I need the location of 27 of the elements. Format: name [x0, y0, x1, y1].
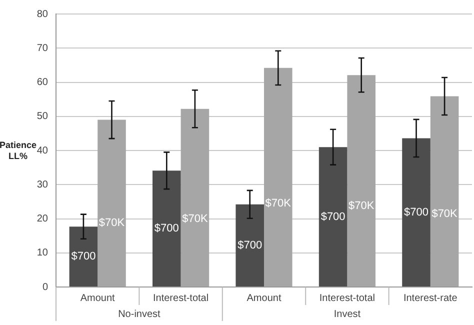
text: $700 — [154, 222, 179, 235]
y-axis-title: Patience LL% — [0, 140, 37, 161]
x-tick-label: Interest-rate — [403, 292, 458, 304]
y-tick-label: 80 — [36, 8, 48, 20]
series-label: $70K — [182, 213, 208, 226]
y-tick-label: 0 — [42, 282, 48, 293]
text: $700 — [404, 206, 428, 218]
y-tick-label: 50 — [36, 111, 48, 122]
x-tick-label: Interest-total — [319, 292, 375, 304]
text: $70K — [348, 200, 374, 212]
y-tick-label: 40 — [36, 145, 48, 156]
x-tick-label: Amount — [246, 292, 282, 304]
text: $700 — [71, 250, 96, 263]
text: No-invest — [118, 308, 161, 320]
x-tick-label: Interest-total — [153, 292, 209, 304]
y-tick-label: 10 — [36, 248, 48, 259]
text: $700 — [320, 210, 346, 223]
y-tick-label: 30 — [36, 179, 48, 190]
x-tick-label: Amount — [80, 292, 116, 304]
text: $70K — [265, 197, 291, 210]
y-tick-label: 20 — [36, 214, 48, 224]
series-label: $700 — [238, 239, 262, 252]
y-tick-label: 60 — [36, 77, 48, 88]
text: Invest — [334, 308, 361, 320]
text: $70K — [432, 208, 458, 220]
y-tick-label: 70 — [36, 42, 48, 54]
text: $70K — [98, 217, 125, 230]
